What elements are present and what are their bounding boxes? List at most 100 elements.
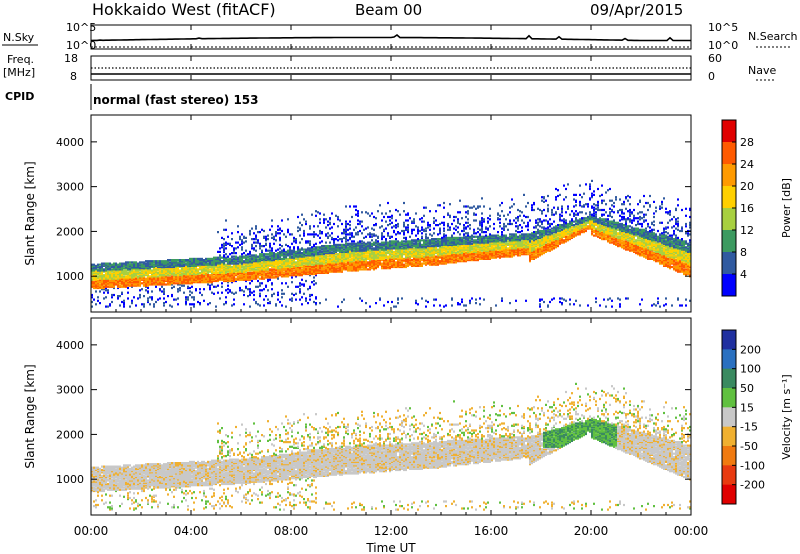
- heatmap-cell: [405, 246, 407, 249]
- heatmap-cell: [211, 281, 213, 284]
- heatmap-cell: [303, 255, 305, 258]
- heatmap-cell: [441, 252, 443, 255]
- heatmap-cell: [481, 212, 483, 215]
- heatmap-cell: [189, 275, 191, 278]
- heatmap-cell: [425, 259, 427, 262]
- heatmap-cell: [461, 257, 463, 260]
- heatmap-cell: [487, 252, 489, 255]
- heatmap-cell: [359, 255, 361, 258]
- heatmap-cell: [99, 271, 101, 274]
- heatmap-cell: [97, 286, 99, 290]
- heatmap-cell: [311, 270, 313, 273]
- heatmap-cell: [113, 281, 115, 284]
- heatmap-cell: [301, 274, 303, 277]
- heatmap-cell: [475, 213, 477, 216]
- heatmap-cell: [347, 239, 349, 242]
- heatmap-cell: [475, 246, 477, 249]
- heatmap-cell: [317, 254, 319, 257]
- heatmap-cell: [275, 257, 277, 260]
- heatmap-cell: [473, 256, 475, 259]
- heatmap-cell: [347, 250, 349, 253]
- heatmap-cell: [387, 252, 389, 255]
- heatmap-cell: [275, 262, 277, 265]
- heatmap-cell: [335, 214, 337, 217]
- heatmap-cell: [379, 254, 381, 257]
- heatmap-cell: [383, 264, 385, 267]
- heatmap-cell: [337, 253, 339, 256]
- heatmap-cell: [355, 259, 357, 262]
- heatmap-cell: [149, 281, 151, 284]
- heatmap-cell: [463, 255, 465, 258]
- heatmap-cell: [177, 274, 179, 277]
- heatmap-cell: [379, 226, 381, 229]
- heatmap-cell: [407, 241, 409, 244]
- heatmap-cell: [417, 226, 419, 229]
- heatmap-cell: [431, 262, 433, 265]
- heatmap-cell: [483, 205, 485, 208]
- heatmap-cell: [195, 264, 197, 267]
- heatmap-cell: [325, 298, 327, 301]
- heatmap-cell: [153, 270, 155, 273]
- heatmap-cell: [157, 271, 159, 274]
- heatmap-cell: [217, 271, 219, 274]
- heatmap-cell: [343, 255, 345, 258]
- heatmap-cell: [147, 286, 149, 290]
- heatmap-cell: [103, 286, 105, 290]
- heatmap-cell: [343, 232, 345, 235]
- heatmap-cell: [389, 255, 391, 258]
- heatmap-cell: [319, 249, 321, 252]
- heatmap-cell: [263, 277, 265, 280]
- heatmap-cell: [153, 279, 155, 283]
- heatmap-cell: [467, 249, 469, 252]
- heatmap-cell: [143, 295, 145, 298]
- heatmap-cell: [195, 271, 197, 274]
- heatmap-cell: [405, 259, 407, 262]
- heatmap-cell: [253, 241, 255, 244]
- heatmap-cell: [489, 254, 491, 257]
- heatmap-cell: [305, 222, 307, 226]
- heatmap-cell: [157, 260, 159, 263]
- heatmap-cell: [303, 248, 305, 251]
- heatmap-cell: [153, 267, 155, 270]
- heatmap-cell: [337, 218, 339, 221]
- heatmap-cell: [341, 264, 343, 267]
- heatmap-cell: [449, 238, 451, 241]
- heatmap-cell: [107, 262, 109, 265]
- heatmap-cell: [373, 250, 375, 253]
- heatmap-cell: [205, 277, 207, 280]
- heatmap-cell: [261, 262, 263, 265]
- heatmap-cell: [313, 283, 315, 286]
- heatmap-cell: [169, 281, 171, 284]
- heatmap-cell: [103, 288, 105, 291]
- heatmap-cell: [277, 262, 279, 265]
- heatmap-cell: [427, 245, 429, 248]
- heatmap-cell: [389, 222, 391, 226]
- heatmap-cell: [387, 246, 389, 249]
- heatmap-cell: [203, 271, 205, 274]
- heatmap-cell: [279, 271, 281, 274]
- heatmap-cell: [253, 254, 255, 257]
- heatmap-cell: [123, 264, 125, 267]
- noise-tick-bottom-right: 10^0: [708, 39, 738, 52]
- heatmap-cell: [393, 253, 395, 256]
- heatmap-cell: [285, 268, 287, 271]
- heatmap-cell: [461, 239, 463, 242]
- heatmap-cell: [221, 274, 223, 277]
- heatmap-cell: [121, 291, 123, 294]
- heatmap-cell: [313, 245, 315, 248]
- heatmap-cell: [469, 241, 471, 244]
- heatmap-cell: [405, 227, 407, 230]
- heatmap-cell: [145, 260, 147, 263]
- heatmap-cell: [487, 246, 489, 249]
- heatmap-cell: [229, 257, 231, 260]
- heatmap-cell: [191, 259, 193, 262]
- heatmap-cell: [295, 264, 297, 267]
- heatmap-cell: [193, 298, 195, 301]
- heatmap-cell: [219, 268, 221, 271]
- heatmap-cell: [241, 239, 243, 242]
- heatmap-cell: [233, 279, 235, 283]
- heatmap-cell: [161, 271, 163, 274]
- heatmap-cell: [263, 270, 265, 273]
- heatmap-cell: [269, 228, 271, 231]
- heatmap-cell: [315, 248, 317, 251]
